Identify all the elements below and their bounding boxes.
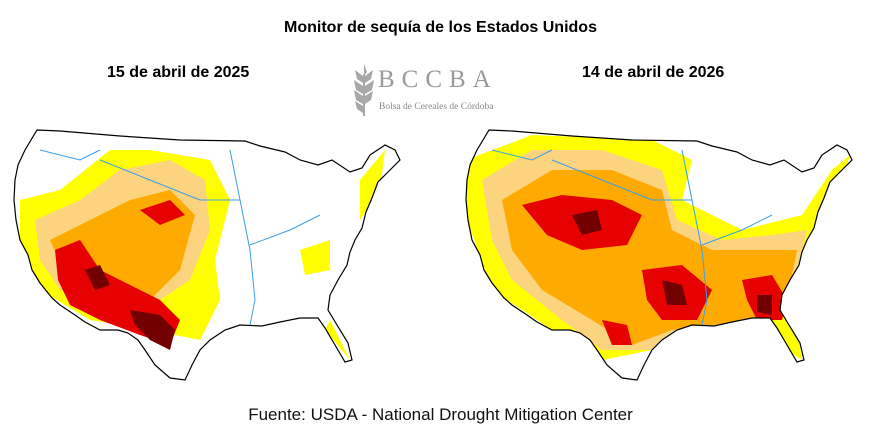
- drought-d0-east: [300, 150, 385, 360]
- logo-subtitle: Bolsa de Cereales de Córdoba: [379, 102, 494, 112]
- map-date-2025: 15 de abril de 2025: [107, 64, 250, 81]
- logo-letters: BCCBA: [378, 66, 498, 93]
- source-note: Fuente: USDA - National Drought Mitigati…: [248, 405, 633, 424]
- map-2026: [465, 129, 853, 381]
- bccba-logo: BCCBA Bolsa de Cereales de Córdoba: [348, 60, 508, 118]
- chart-title: Monitor de sequía de los Estados Unidos: [284, 19, 597, 36]
- drought-d4-area: [85, 265, 175, 350]
- drought-d3-area: [55, 200, 185, 345]
- map-date-2026: 14 de abril de 2026: [582, 64, 725, 81]
- wheat-icon: [354, 64, 374, 116]
- drought-d4-area: [572, 210, 772, 315]
- map-2025: [13, 129, 401, 381]
